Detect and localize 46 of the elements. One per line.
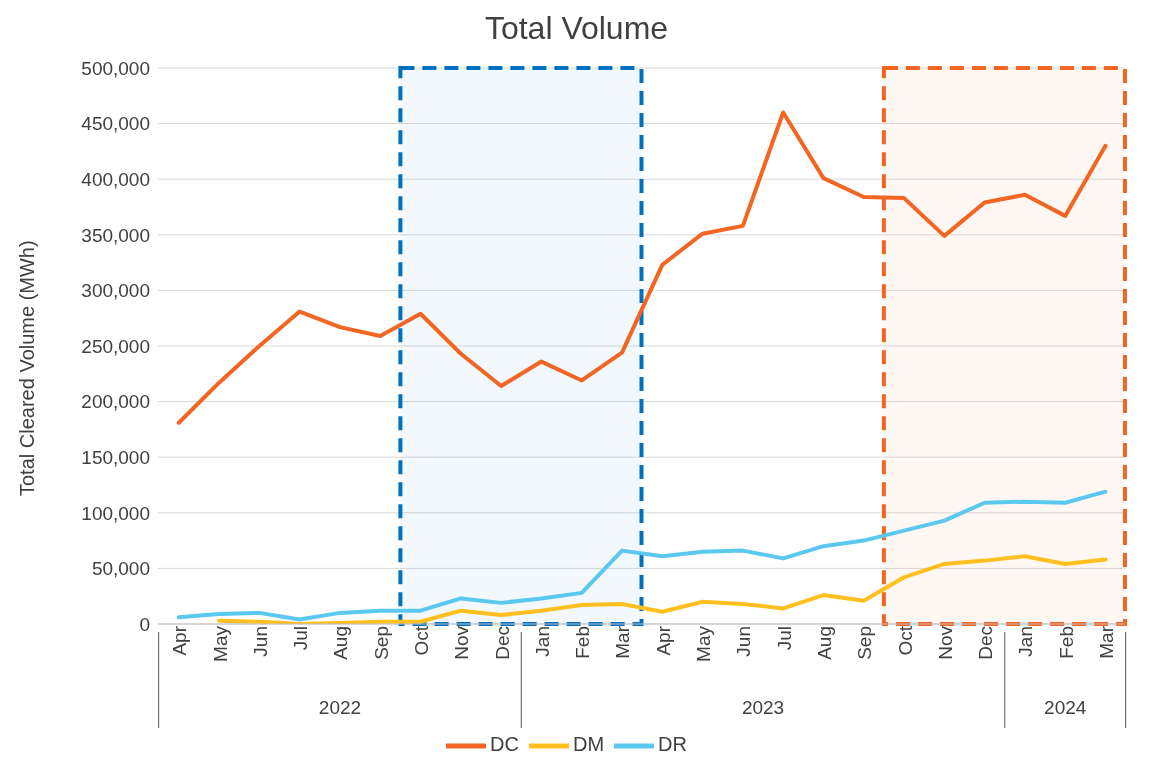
- x-tick-label: Jan: [531, 626, 553, 657]
- x-tick-label: Jul: [773, 626, 795, 651]
- x-tick-label: Oct: [411, 625, 433, 656]
- chart-title: Total Volume: [483, 9, 670, 48]
- y-tick-label: 100,000: [81, 502, 150, 524]
- line-series: [217, 554, 1108, 624]
- x-tick-label: Oct: [894, 625, 916, 656]
- x-tick-label: Feb: [1055, 626, 1077, 659]
- x-tick-label: May: [693, 625, 715, 662]
- x-tick-label: Aug: [330, 626, 352, 660]
- x-tick-label: Nov: [451, 625, 473, 660]
- x-tick-label: Dec: [975, 626, 997, 660]
- legend-label: DR: [658, 733, 687, 756]
- x-tick-label: Mar: [612, 625, 634, 659]
- legend-label: DM: [572, 733, 605, 756]
- x-tick-label: Nov: [934, 625, 956, 660]
- y-tick-label: 450,000: [81, 113, 150, 135]
- x-tick-label: Jan: [1015, 626, 1037, 657]
- x-tick-label: Jul: [290, 626, 312, 651]
- x-tick-label: Apr: [652, 625, 674, 656]
- line-series: [176, 110, 1108, 425]
- y-tick-label: 250,000: [81, 335, 150, 357]
- y-tick-label: 150,000: [81, 446, 150, 468]
- x-tick-label: Jun: [733, 626, 755, 657]
- y-tick-label: 200,000: [81, 391, 150, 413]
- y-tick-label: 400,000: [81, 168, 150, 190]
- legend-label: DC: [490, 733, 519, 756]
- y-tick-label: 50,000: [91, 558, 150, 580]
- y-tick-label: 0: [139, 613, 150, 635]
- x-tick-label: Dec: [491, 626, 513, 660]
- y-tick-label: 500,000: [81, 57, 150, 79]
- x-tick-label: Apr: [169, 625, 191, 656]
- y-tick-label: 350,000: [81, 224, 150, 246]
- x-tick-label: May: [209, 625, 231, 662]
- text: 2023: [741, 697, 785, 718]
- x-tick-label: Aug: [813, 626, 835, 660]
- x-tick-label: Mar: [1095, 625, 1117, 659]
- y-axis-title: Total Cleared Volume (MWh): [16, 240, 39, 496]
- x-tick-label: Sep: [854, 626, 876, 660]
- x-tick-label: Jun: [249, 626, 271, 657]
- text: 2024: [1044, 697, 1087, 718]
- x-tick-label: Sep: [370, 626, 392, 660]
- text: 2022: [318, 697, 362, 718]
- line-series: [176, 489, 1108, 622]
- x-tick-label: Feb: [572, 626, 594, 659]
- y-tick-label: 300,000: [81, 280, 150, 302]
